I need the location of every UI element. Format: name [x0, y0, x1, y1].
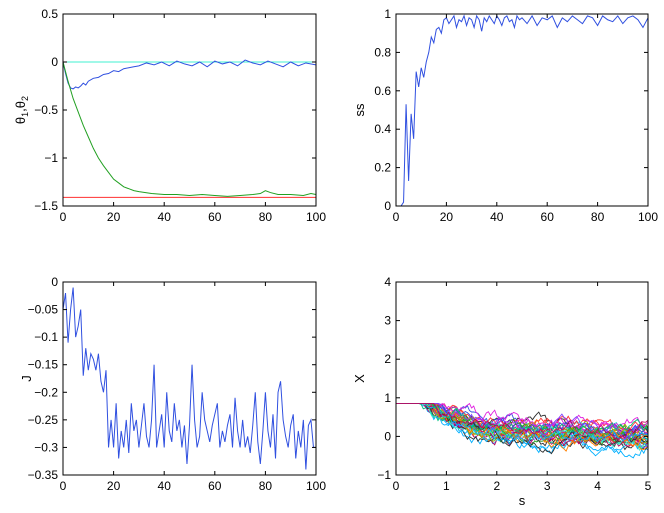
- y-axis-label-J: J: [19, 375, 34, 382]
- series-line-J-0: [63, 287, 316, 470]
- y-tick-label-X-5: 4: [384, 275, 391, 289]
- axes-frame-X: [395, 281, 649, 476]
- y-tick-label-X-3: 2: [384, 352, 391, 366]
- x-tick-label-theta-0: 0: [60, 210, 67, 224]
- y-tick-label-X-0: −1: [377, 468, 391, 482]
- y-tick-label-ss-3: 0.6: [374, 84, 391, 98]
- x-tick-label-theta-3: 60: [208, 210, 222, 224]
- y-tick-label-J-3: −0.2: [34, 385, 58, 399]
- y-tick-label-ss-0: 0: [384, 199, 391, 213]
- subplot-theta: 0 20 40 60 80 100 −1.5 −1 −0.5 0 0.5 θ1,θ2: [13, 7, 326, 224]
- x-tick-label-J-0: 0: [60, 479, 67, 493]
- x-tick-label-X-3: 3: [544, 479, 551, 493]
- x-tick-label-theta-5: 100: [306, 210, 326, 224]
- y-axis-label-ss: ss: [352, 103, 367, 117]
- y-tick-label-theta-4: 0.5: [41, 7, 58, 21]
- y-tick-label-X-1: 0: [384, 429, 391, 443]
- plot-area-ss: [396, 14, 648, 206]
- x-axis-label-X: s: [519, 493, 526, 508]
- path-line-31: [396, 403, 648, 452]
- y-tick-label-ss-2: 0.4: [374, 122, 391, 136]
- series-line-ss-0: [396, 14, 648, 206]
- y-axis-label-theta: θ1,θ2: [13, 96, 30, 124]
- subplot-J: 0 20 40 60 80 100 −0.35 −0.3 −0.25 −0.2 −0.15 −0.1 −…: [19, 275, 326, 493]
- plot-area-J: [63, 287, 316, 470]
- y-tick-label-ss-1: 0.2: [374, 161, 391, 175]
- x-tick-label-J-4: 80: [259, 479, 273, 493]
- y-tick-label-J-0: −0.35: [28, 468, 59, 482]
- x-tick-label-ss-4: 80: [591, 210, 605, 224]
- y-tick-label-J-1: −0.3: [34, 440, 58, 454]
- y-tick-label-theta-0: −1.5: [34, 199, 58, 213]
- series-line-theta-3: [63, 61, 316, 197]
- x-tick-label-J-1: 20: [107, 479, 121, 493]
- x-tick-label-ss-0: 0: [393, 210, 400, 224]
- x-tick-label-theta-2: 40: [158, 210, 172, 224]
- y-tick-label-J-7: 0: [51, 275, 58, 289]
- x-tick-label-theta-1: 20: [107, 210, 121, 224]
- x-tick-label-theta-4: 80: [259, 210, 273, 224]
- y-tick-label-J-4: −0.15: [28, 358, 59, 372]
- x-tick-label-X-0: 0: [393, 479, 400, 493]
- y-tick-label-ss-5: 1: [384, 7, 391, 21]
- y-axis-label-X: X: [352, 374, 367, 383]
- x-tick-label-ss-1: 20: [440, 210, 454, 224]
- x-tick-label-ss-5: 100: [638, 210, 658, 224]
- series-line-theta-2: [63, 59, 316, 90]
- x-tick-label-X-2: 2: [493, 479, 500, 493]
- path-line-34: [396, 403, 648, 439]
- y-tick-label-ss-4: 0.8: [374, 45, 391, 59]
- path-line-35: [396, 403, 648, 442]
- axes-frame-J: [62, 281, 317, 476]
- subplot-ss: 0 20 40 60 80 100 0 0.2 0.4 0.6 0.8 1 ss: [352, 7, 658, 224]
- y-tick-label-theta-2: −0.5: [34, 103, 58, 117]
- axes-frame-ss: [395, 13, 649, 207]
- x-tick-label-J-2: 40: [158, 479, 172, 493]
- x-tick-label-J-5: 100: [306, 479, 326, 493]
- x-tick-label-ss-2: 40: [490, 210, 504, 224]
- x-tick-label-ss-3: 60: [541, 210, 555, 224]
- x-tick-label-X-1: 1: [443, 479, 450, 493]
- x-tick-label-J-3: 60: [208, 479, 222, 493]
- plot-area-theta: [63, 59, 316, 198]
- axes-frame-theta: [62, 13, 317, 207]
- path-line-30: [396, 403, 648, 455]
- plot-area-X: [396, 402, 648, 459]
- y-tick-label-J-2: −0.25: [28, 413, 59, 427]
- x-tick-label-X-4: 4: [594, 479, 601, 493]
- y-tick-label-J-5: −0.1: [34, 330, 58, 344]
- x-tick-label-X-5: 5: [645, 479, 652, 493]
- y-tick-label-X-2: 1: [384, 391, 391, 405]
- y-tick-label-theta-3: 0: [51, 55, 58, 69]
- y-tick-label-J-6: −0.05: [28, 303, 59, 317]
- y-tick-label-X-4: 3: [384, 314, 391, 328]
- y-tick-label-theta-1: −1: [44, 151, 58, 165]
